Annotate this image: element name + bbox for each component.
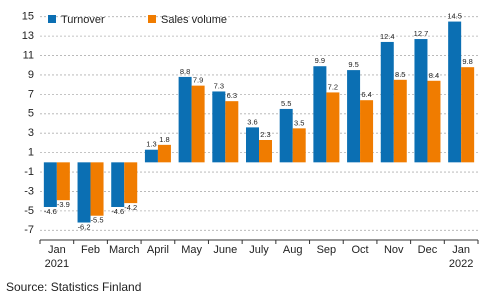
value-label: 6.4 bbox=[361, 90, 371, 99]
legend-swatch bbox=[148, 15, 156, 23]
bar bbox=[212, 91, 226, 163]
bar bbox=[313, 66, 327, 163]
x-year-label: 2022 bbox=[449, 258, 473, 270]
x-tick-label: Dec bbox=[418, 244, 438, 256]
bar bbox=[292, 128, 306, 163]
bar bbox=[393, 79, 407, 163]
y-tick-label: 15 bbox=[22, 11, 34, 23]
value-label: -3.9 bbox=[57, 200, 70, 209]
bar bbox=[157, 144, 171, 163]
value-label: 8.5 bbox=[395, 70, 405, 79]
bar bbox=[380, 41, 394, 163]
x-tick-label: Sep bbox=[317, 244, 337, 256]
bar bbox=[225, 101, 239, 163]
value-label: 5.5 bbox=[281, 99, 291, 108]
bar bbox=[90, 162, 104, 216]
value-label: 14.5 bbox=[447, 12, 462, 21]
x-tick-label: April bbox=[147, 244, 169, 256]
bar bbox=[279, 108, 293, 163]
bar bbox=[347, 70, 361, 163]
x-tick-label: May bbox=[181, 244, 202, 256]
value-label: -6.2 bbox=[78, 223, 91, 232]
value-label: -4.6 bbox=[44, 207, 57, 216]
y-tick-label: 1 bbox=[28, 147, 34, 159]
y-tick-label: -5 bbox=[24, 205, 34, 217]
bar bbox=[178, 76, 192, 163]
bar bbox=[326, 92, 340, 163]
x-tick-label: July bbox=[249, 244, 269, 256]
x-tick-label: Aug bbox=[283, 244, 303, 256]
value-label: 9.8 bbox=[462, 57, 472, 66]
x-tick-label: Jan bbox=[48, 244, 66, 256]
x-tick-label: June bbox=[213, 244, 237, 256]
y-tick-label: -3 bbox=[24, 185, 34, 197]
bar bbox=[427, 80, 441, 163]
x-tick-label: Nov bbox=[384, 244, 404, 256]
y-tick-label: 9 bbox=[28, 69, 34, 81]
value-label: 8.4 bbox=[429, 71, 439, 80]
y-tick-label: 3 bbox=[28, 127, 34, 139]
x-tick-label: March bbox=[109, 244, 140, 256]
value-label: -4.6 bbox=[111, 207, 124, 216]
value-label: -4.2 bbox=[124, 203, 137, 212]
value-label: 3.5 bbox=[294, 118, 304, 127]
value-label: 6.3 bbox=[227, 91, 237, 100]
bar bbox=[77, 162, 91, 223]
value-label: 2.3 bbox=[260, 130, 270, 139]
y-tick-label: 7 bbox=[28, 88, 34, 100]
y-tick-label: -1 bbox=[24, 166, 34, 178]
value-label: 8.8 bbox=[180, 67, 190, 76]
value-label: 12.4 bbox=[380, 32, 395, 41]
y-tick-label: 11 bbox=[23, 49, 34, 61]
bar bbox=[111, 162, 125, 207]
bar bbox=[56, 162, 70, 201]
bar bbox=[461, 67, 475, 163]
value-label: 9.5 bbox=[348, 60, 358, 69]
bar bbox=[124, 162, 138, 204]
bar bbox=[259, 140, 272, 163]
x-tick-label: Jan bbox=[452, 244, 470, 256]
legend-swatch bbox=[48, 15, 56, 23]
bar bbox=[448, 21, 462, 163]
value-label: 12.7 bbox=[414, 29, 429, 38]
y-tick-label: 13 bbox=[22, 30, 34, 42]
value-label: -5.5 bbox=[91, 216, 104, 225]
value-label: 1.8 bbox=[159, 135, 169, 144]
value-label: 9.9 bbox=[315, 56, 325, 65]
source-note: Source: Statistics Finland bbox=[6, 280, 141, 294]
value-label: 7.3 bbox=[214, 81, 224, 90]
bar bbox=[414, 39, 428, 163]
bar bbox=[360, 100, 374, 163]
bar bbox=[191, 85, 205, 163]
y-tick-label: -7 bbox=[24, 224, 34, 236]
x-year-label: 2021 bbox=[45, 258, 69, 270]
value-label: 3.6 bbox=[247, 117, 257, 126]
y-tick-label: 5 bbox=[28, 108, 34, 120]
legend-label: Sales volume bbox=[161, 14, 227, 26]
legend-label: Turnover bbox=[61, 14, 105, 26]
x-tick-label: Feb bbox=[81, 244, 100, 256]
value-label: 7.9 bbox=[193, 76, 203, 85]
bar bbox=[246, 127, 259, 163]
value-label: 7.2 bbox=[328, 82, 338, 91]
value-label: 1.3 bbox=[146, 140, 156, 149]
bar bbox=[144, 149, 158, 163]
bar bbox=[43, 162, 57, 207]
x-tick-label: Oct bbox=[352, 244, 369, 256]
